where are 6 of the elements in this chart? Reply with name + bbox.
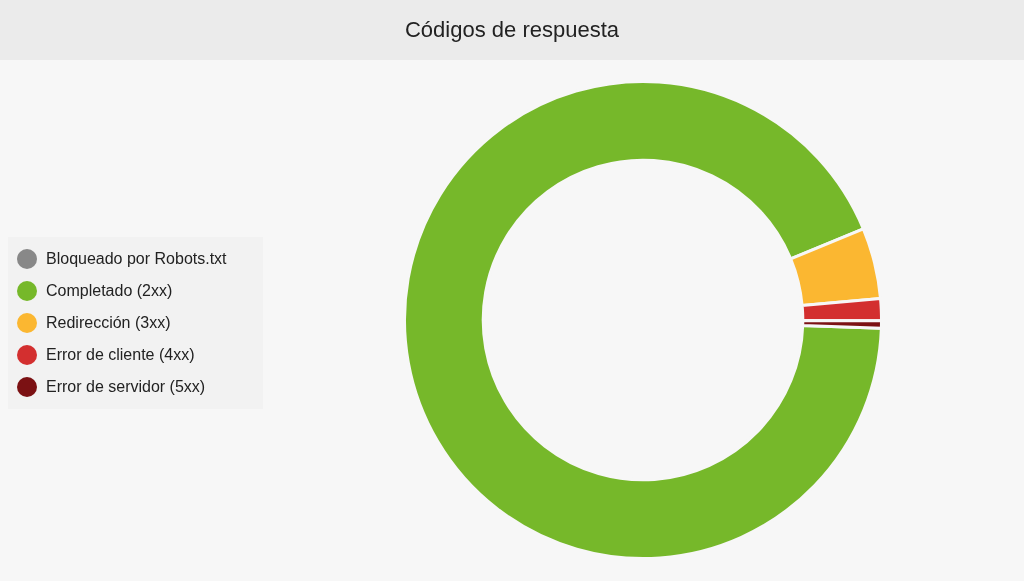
legend-label: Error de cliente (4xx)	[46, 346, 195, 364]
legend-label: Completado (2xx)	[46, 282, 173, 300]
legend-label: Bloqueado por Robots.txt	[46, 250, 227, 268]
legend-label: Error de servidor (5xx)	[46, 378, 206, 396]
legend-label: Redirección (3xx)	[46, 314, 171, 332]
chart-title: Códigos de respuesta	[0, 0, 1024, 60]
